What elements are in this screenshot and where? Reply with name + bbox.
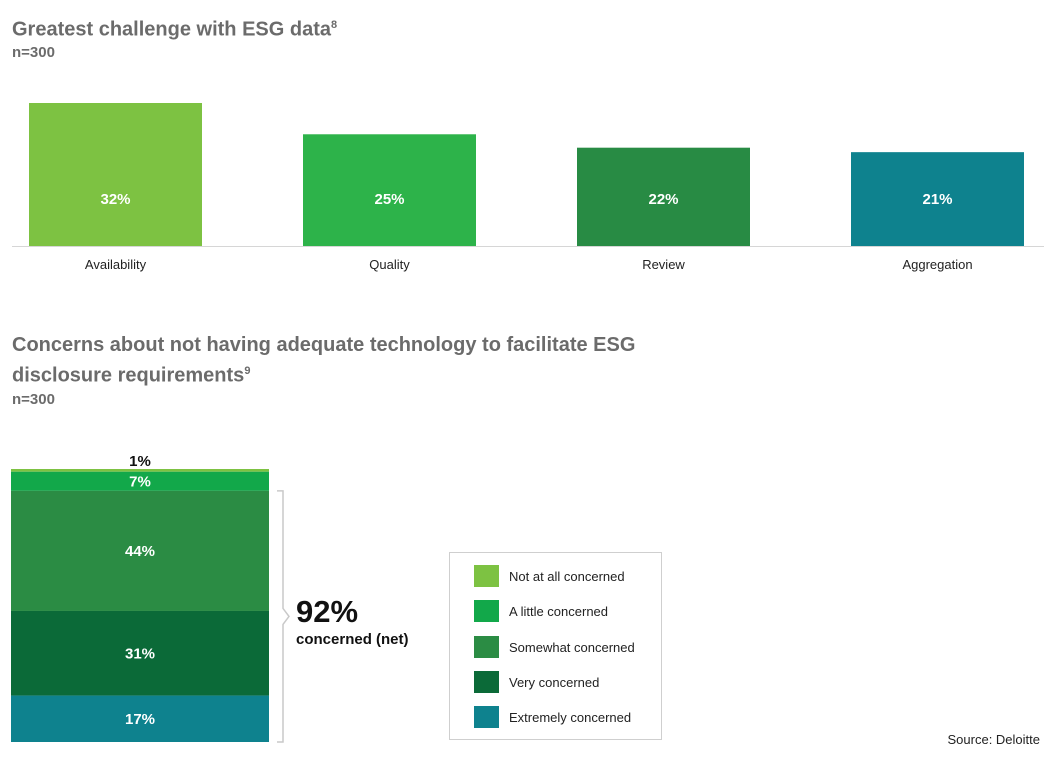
- segment-extremely-concerned: [11, 695, 269, 742]
- chart2-title: Concerns about not having adequate techn…: [12, 334, 636, 387]
- category-label: Quality: [369, 257, 410, 272]
- bar-value-label: 21%: [922, 191, 952, 208]
- legend-label: Not at all concerned: [509, 568, 625, 584]
- segment-value-label: 44%: [125, 543, 155, 560]
- chart1-subtitle: n=300: [12, 44, 55, 61]
- bar-value-label: 22%: [648, 191, 678, 208]
- segment-a-little-concerned: [11, 471, 269, 491]
- segment-value-label: 31%: [125, 645, 155, 662]
- segment-value-label: 7%: [129, 473, 151, 490]
- segment-value-label: 17%: [125, 711, 155, 728]
- segment-very-concerned: [11, 610, 269, 696]
- chart1-footnote: 8: [330, 19, 338, 31]
- legend: Not at all concerned A little concerned So…: [449, 552, 662, 740]
- legend-item: Not at all concerned: [474, 565, 625, 587]
- legend-swatch: [474, 636, 499, 658]
- chart1-title: Greatest challenge with ESG data8: [12, 18, 338, 41]
- legend-item: Extremely concerned: [474, 706, 631, 728]
- category-label: Availability: [85, 257, 147, 272]
- net-concerned-label: concerned (net): [296, 631, 409, 648]
- net-concerned-value: 92%: [296, 594, 359, 629]
- legend-swatch: [474, 600, 499, 622]
- source-note: Source: Deloitte: [947, 732, 1041, 747]
- legend-label: A little concerned: [509, 603, 609, 619]
- legend-label: Somewhat concerned: [509, 639, 635, 655]
- chart2-footnote: 9: [244, 365, 251, 377]
- bar-chart: 32% Availability 25% Quality 22% Review 21% Agg…: [12, 103, 1044, 272]
- legend-item: Very concerned: [474, 671, 599, 693]
- bar-value-label: 32%: [100, 191, 130, 208]
- legend-swatch: [474, 671, 499, 693]
- bar-value-label: 25%: [374, 191, 404, 208]
- net-bracket: [277, 490, 290, 743]
- bar-availability: [29, 103, 202, 246]
- category-label: Review: [642, 257, 685, 272]
- bar-review: [577, 147, 750, 246]
- legend-swatch: [474, 706, 499, 728]
- bar-quality: [303, 134, 476, 246]
- chart2-subtitle: n=300: [12, 391, 55, 408]
- legend-label: Very concerned: [509, 674, 600, 690]
- bar-aggregation: [851, 152, 1024, 246]
- legend-swatch: [474, 565, 499, 587]
- segment-not-at-all-concerned: [11, 469, 269, 472]
- legend-label: Extremely concerned: [509, 709, 632, 725]
- legend-item: Somewhat concerned: [474, 636, 635, 658]
- category-label: Aggregation: [902, 257, 972, 272]
- segment-value-label: 1%: [129, 453, 151, 470]
- segment-somewhat-concerned: [11, 490, 269, 611]
- legend-item: A little concerned: [474, 600, 608, 622]
